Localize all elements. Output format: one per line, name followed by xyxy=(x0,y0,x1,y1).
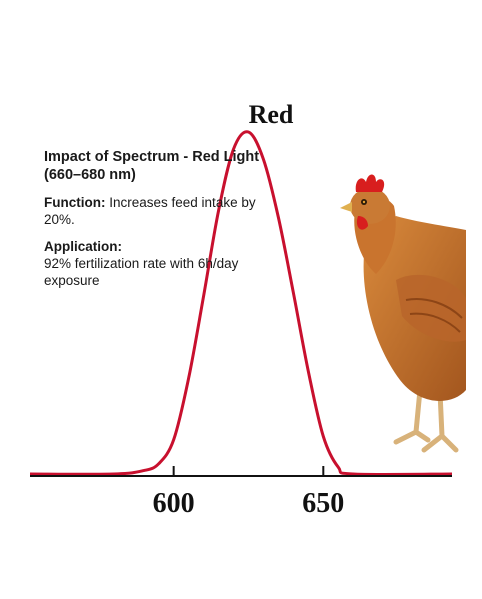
x-tick-label-600: 600 xyxy=(152,488,195,519)
curve-group xyxy=(29,130,453,477)
application-paragraph: Application: 92% fertilization rate with… xyxy=(44,238,264,289)
info-panel: Impact of Spectrum - Red Light (660–680 … xyxy=(44,148,264,289)
application-label: Application: xyxy=(44,239,122,254)
application-text: 92% fertilization rate with 6h/day expos… xyxy=(44,256,239,288)
hen-illustration xyxy=(340,174,466,453)
peak-label: Red xyxy=(248,100,294,129)
x-tick-group xyxy=(172,466,325,476)
function-text: Increases feed intake by 20%. xyxy=(44,195,256,227)
x-tick-label-650: 650 xyxy=(302,488,345,519)
info-heading: Impact of Spectrum - Red Light (660–680 … xyxy=(44,149,260,183)
function-label: Function: xyxy=(44,195,106,210)
function-paragraph: Function: Increases feed intake by 20%. xyxy=(44,194,264,228)
spectrum-curve-0 xyxy=(29,130,453,477)
